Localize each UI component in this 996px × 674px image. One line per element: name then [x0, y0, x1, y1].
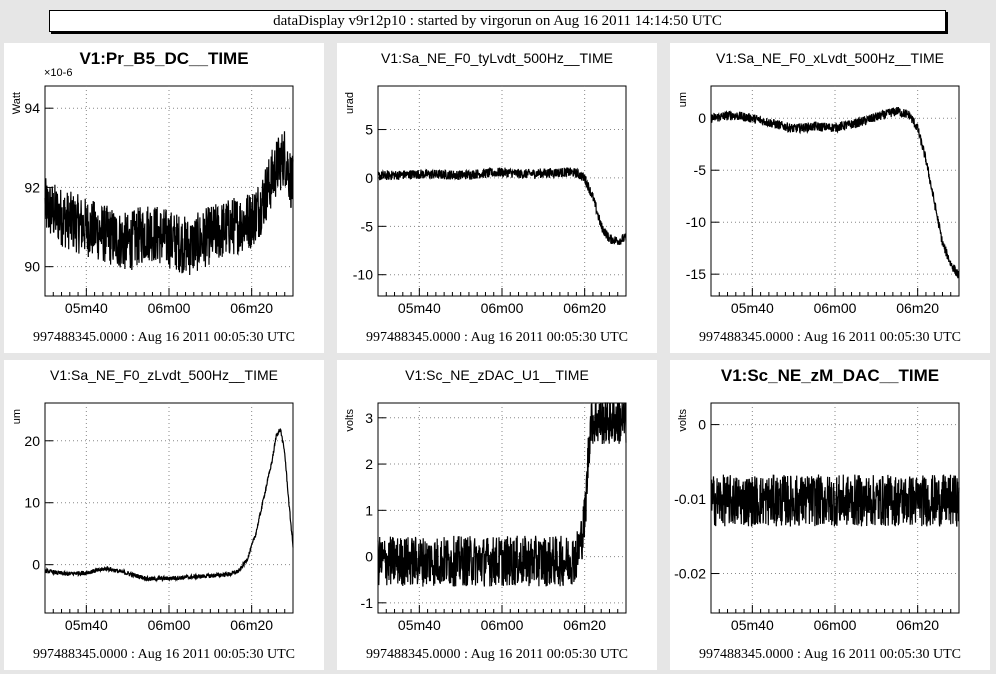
data-series-line: [377, 167, 627, 245]
chart-title: V1:Sa_NE_F0_xLvdt_500Hz__TIME: [716, 50, 944, 66]
y-axis-label: Watt: [11, 92, 23, 114]
x-tick-label: 05m40: [65, 617, 108, 633]
y-tick-label: 0: [698, 110, 706, 126]
x-tick-label: 06m20: [563, 300, 606, 316]
timestamp-footer: 997488345.0000 : Aug 16 2011 00:05:30 UT…: [699, 330, 961, 345]
y-tick-label: 0: [698, 417, 706, 433]
y-tick-label: -5: [361, 218, 374, 234]
y-axis-label: um: [677, 92, 689, 107]
x-tick-label: 05m40: [65, 300, 108, 316]
x-tick-label: 06m00: [481, 300, 524, 316]
y-tick-label: 94: [24, 100, 40, 116]
chart-panel-pr-b5-dc[interactable]: V1:Pr_B5_DC__TIME Watt ×10-6 05m40 06m00 06m2…: [4, 43, 324, 353]
x-tick-label: 06m20: [896, 617, 939, 633]
x-tick-label: 06m00: [814, 617, 857, 633]
x-tick-label: 06m20: [563, 617, 606, 633]
y-tick-label: 90: [24, 259, 40, 275]
x-tick-label: 06m20: [230, 300, 273, 316]
y-tick-label: 2: [365, 456, 373, 472]
y-axis-label: volts: [344, 409, 356, 432]
chart-svg: V1:Pr_B5_DC__TIME Watt ×10-6 05m40 06m00 06m2…: [11, 49, 295, 345]
y-tick-label: -0.01: [674, 491, 706, 507]
x-tick-label: 05m40: [398, 300, 441, 316]
chart-title: V1:Sa_NE_F0_tyLvdt_500Hz__TIME: [381, 50, 613, 66]
x-tick-label: 06m00: [148, 617, 191, 633]
x-tick-label: 06m20: [230, 617, 273, 633]
x-tick-label: 06m20: [896, 300, 939, 316]
x-tick-label: 05m40: [731, 300, 774, 316]
x-tick-label: 05m40: [731, 617, 774, 633]
data-series-line: [44, 428, 294, 583]
y-tick-label: 0: [365, 170, 373, 186]
timestamp-footer: 997488345.0000 : Aug 16 2011 00:05:30 UT…: [366, 330, 628, 345]
chart-title: V1:Sc_NE_zM_DAC__TIME: [721, 366, 939, 385]
y-tick-label: 20: [24, 433, 40, 449]
data-series-line: [710, 106, 960, 279]
y-tick-label: 92: [24, 179, 40, 195]
y-tick-label: 0: [365, 549, 373, 565]
data-series-line: [710, 474, 960, 527]
y-axis-label: volts: [677, 409, 689, 432]
y-axis-label: um: [11, 409, 23, 424]
chart-title: V1:Pr_B5_DC__TIME: [79, 49, 248, 68]
y-tick-label: -10: [353, 267, 373, 283]
y-tick-label: 5: [365, 122, 373, 138]
y-tick-label: -5: [694, 162, 707, 178]
chart-title: V1:Sa_NE_F0_zLvdt_500Hz__TIME: [50, 367, 278, 383]
timestamp-footer: 997488345.0000 : Aug 16 2011 00:05:30 UT…: [366, 647, 628, 662]
x-tick-label: 06m00: [481, 617, 524, 633]
y-axis-label: urad: [344, 92, 356, 114]
data-series-line: [44, 131, 294, 276]
y-tick-label: 0: [32, 557, 40, 573]
y-tick-label: -1: [361, 595, 374, 611]
x-tick-label: 06m00: [814, 300, 857, 316]
y-tick-label: 1: [365, 502, 373, 518]
window-title: dataDisplay v9r12p10 : started by virgor…: [49, 10, 946, 32]
y-tick-label: -10: [686, 214, 706, 230]
y-tick-label: 3: [365, 410, 373, 426]
timestamp-footer: 997488345.0000 : Aug 16 2011 00:05:30 UT…: [33, 330, 295, 345]
x-tick-label: 05m40: [398, 617, 441, 633]
y-exponent-label: ×10-6: [44, 67, 72, 79]
timestamp-footer: 997488345.0000 : Aug 16 2011 00:05:30 UT…: [699, 647, 961, 662]
timestamp-footer: 997488345.0000 : Aug 16 2011 00:05:30 UT…: [33, 647, 295, 662]
x-tick-label: 06m00: [148, 300, 191, 316]
y-tick-label: -15: [686, 266, 706, 282]
y-tick-label: -0.02: [674, 566, 706, 582]
y-tick-label: 10: [24, 495, 40, 511]
data-series-line: [377, 402, 627, 587]
chart-title: V1:Sc_NE_zDAC_U1__TIME: [405, 367, 589, 383]
